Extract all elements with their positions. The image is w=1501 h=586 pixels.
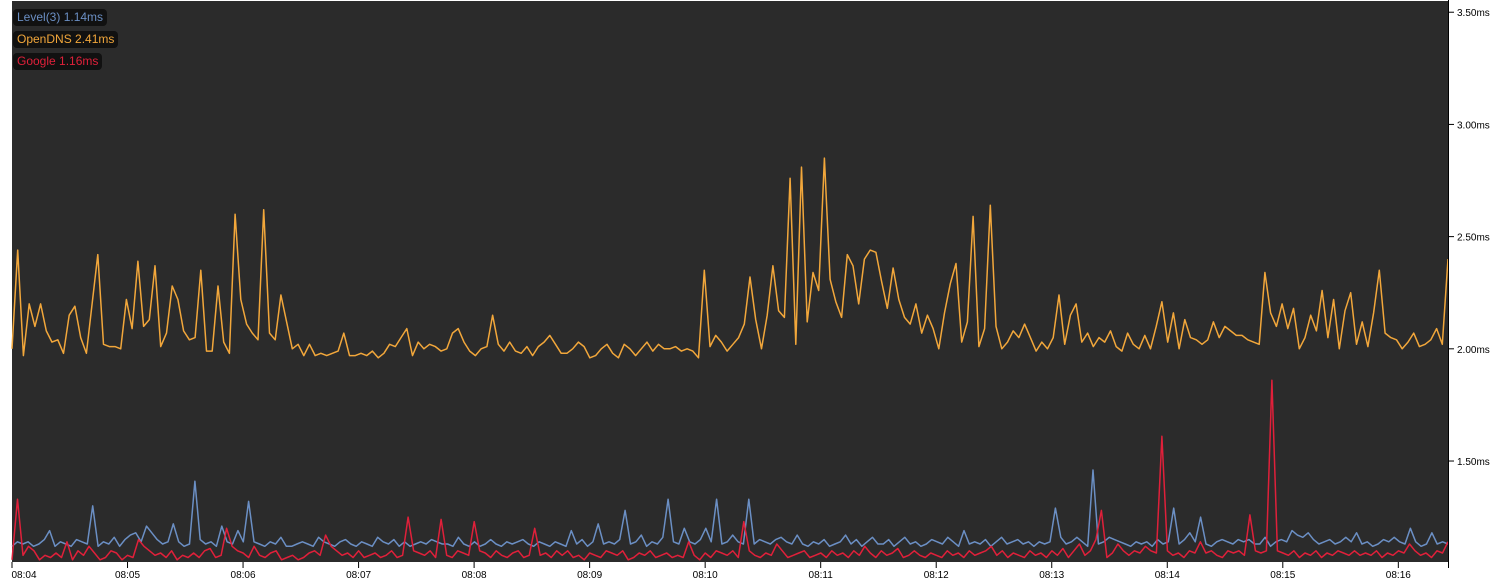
x-tick-label: 08:15 [1270, 570, 1295, 581]
y-axis: 1.50ms 2.00ms 2.50ms 3.00ms 3.50ms [1448, 8, 1490, 468]
y-tick-label: 3.00ms [1457, 120, 1490, 131]
legend-item-level3[interactable]: Level(3) 1.14ms [13, 9, 108, 26]
y-tick-label: 2.50ms [1457, 233, 1490, 244]
x-tick-label: 08:12 [924, 570, 949, 581]
y-tick-label: 1.50ms [1457, 457, 1490, 468]
y-tick-label: 2.00ms [1457, 345, 1490, 356]
x-tick-label: 08:14 [1155, 570, 1180, 581]
x-axis: 08:04 08:05 08:06 08:07 08:08 08:09 08:10 08:11… [11, 562, 1411, 581]
x-tick-label: 08:06 [231, 570, 256, 581]
y-tick-label: 3.50ms [1457, 8, 1490, 19]
series-layer [11, 157, 1449, 561]
legend-item-google[interactable]: Google 1.16ms [13, 53, 103, 70]
legend-item-opendns[interactable]: OpenDNS 2.41ms [13, 31, 119, 48]
x-tick-label: 08:11 [809, 570, 834, 581]
plot-background [12, 1, 1448, 562]
x-tick-label: 08:10 [693, 570, 718, 581]
x-tick-label: 08:09 [577, 570, 602, 581]
x-tick-label: 08:04 [11, 570, 36, 581]
series-line-level3 [11, 469, 1449, 548]
x-tick-label: 08:13 [1039, 570, 1064, 581]
x-tick-label: 08:16 [1386, 570, 1411, 581]
series-line-opendns [11, 157, 1449, 359]
x-tick-label: 08:08 [462, 570, 487, 581]
x-tick-label: 08:07 [346, 570, 371, 581]
x-tick-label: 08:05 [115, 570, 140, 581]
series-line-google [11, 379, 1449, 561]
